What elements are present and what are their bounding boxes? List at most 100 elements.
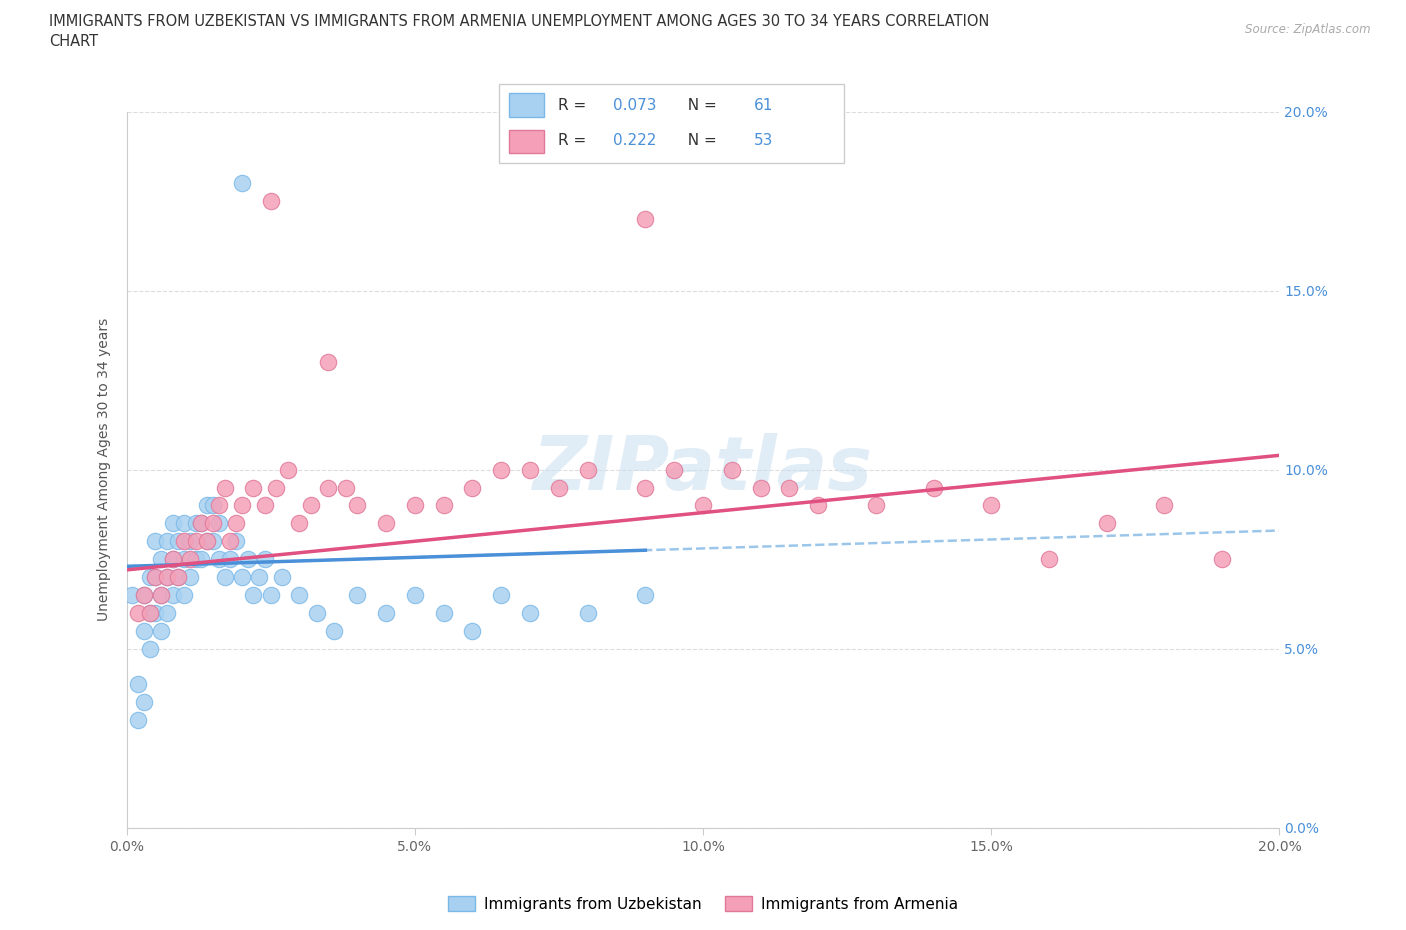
Point	[195, 498, 218, 513]
Point	[922, 480, 945, 495]
Point	[173, 516, 195, 531]
Point	[127, 677, 149, 692]
Point	[156, 605, 179, 620]
Point	[779, 480, 801, 495]
Point	[634, 212, 657, 227]
Point	[489, 588, 512, 603]
Point	[208, 551, 231, 566]
Text: ZIPatlas: ZIPatlas	[533, 433, 873, 506]
Point	[162, 551, 184, 566]
Point	[865, 498, 887, 513]
Point	[225, 534, 247, 549]
Point	[259, 193, 281, 208]
Point	[288, 588, 311, 603]
Point	[167, 569, 190, 585]
Point	[132, 588, 155, 603]
Point	[138, 569, 160, 585]
Point	[323, 623, 346, 638]
Point	[374, 516, 398, 531]
Point	[145, 569, 166, 585]
Point	[489, 462, 512, 477]
Text: R =: R =	[558, 98, 591, 113]
Point	[225, 516, 247, 531]
Point	[433, 498, 456, 513]
Point	[132, 623, 155, 638]
Point	[519, 462, 541, 477]
Point	[259, 588, 281, 603]
Point	[162, 551, 184, 566]
Point	[145, 534, 166, 549]
Point	[242, 588, 264, 603]
Point	[374, 605, 398, 620]
Point	[576, 605, 599, 620]
Point	[231, 498, 253, 513]
Point	[150, 623, 173, 638]
Legend: Immigrants from Uzbekistan, Immigrants from Armenia: Immigrants from Uzbekistan, Immigrants f…	[441, 889, 965, 918]
Point	[749, 480, 772, 495]
Point	[127, 605, 149, 620]
Point	[184, 516, 207, 531]
Point	[184, 551, 207, 566]
Point	[461, 480, 484, 495]
Point	[692, 498, 714, 513]
FancyBboxPatch shape	[509, 129, 544, 153]
Point	[318, 355, 340, 370]
Point	[980, 498, 1002, 513]
Point	[576, 462, 599, 477]
Text: 53: 53	[754, 133, 773, 148]
Point	[236, 551, 259, 566]
Point	[202, 516, 225, 531]
Point	[145, 569, 166, 585]
Point	[162, 588, 184, 603]
Point	[195, 534, 218, 549]
Point	[150, 588, 173, 603]
Point	[231, 176, 253, 191]
Point	[173, 551, 195, 566]
Text: 0.222: 0.222	[613, 133, 657, 148]
Point	[156, 569, 179, 585]
Point	[179, 534, 201, 549]
Text: CHART: CHART	[49, 34, 98, 49]
Point	[404, 498, 426, 513]
Point	[253, 551, 276, 566]
Point	[807, 498, 830, 513]
Point	[404, 588, 426, 603]
Point	[219, 551, 242, 566]
Point	[346, 588, 368, 603]
Point	[190, 516, 212, 531]
Point	[156, 569, 179, 585]
Point	[318, 480, 340, 495]
Point	[433, 605, 456, 620]
Point	[277, 462, 299, 477]
Point	[150, 588, 173, 603]
Point	[242, 480, 264, 495]
Point	[127, 712, 149, 727]
Point	[548, 480, 571, 495]
Point	[346, 498, 368, 513]
Point	[253, 498, 276, 513]
Text: IMMIGRANTS FROM UZBEKISTAN VS IMMIGRANTS FROM ARMENIA UNEMPLOYMENT AMONG AGES 30: IMMIGRANTS FROM UZBEKISTAN VS IMMIGRANTS…	[49, 14, 990, 29]
Point	[132, 695, 155, 710]
Point	[156, 534, 179, 549]
Point	[162, 516, 184, 531]
Point	[271, 569, 294, 585]
Point	[634, 480, 657, 495]
Point	[1211, 551, 1233, 566]
Point	[214, 569, 236, 585]
Point	[231, 569, 253, 585]
Point	[335, 480, 357, 495]
Point	[461, 623, 484, 638]
Y-axis label: Unemployment Among Ages 30 to 34 years: Unemployment Among Ages 30 to 34 years	[97, 318, 111, 621]
Point	[208, 498, 231, 513]
Point	[208, 516, 231, 531]
Point	[138, 605, 160, 620]
Text: 0.073: 0.073	[613, 98, 657, 113]
Point	[138, 605, 160, 620]
FancyBboxPatch shape	[499, 84, 844, 163]
Point	[150, 551, 173, 566]
Point	[247, 569, 270, 585]
Point	[173, 534, 195, 549]
Point	[179, 551, 201, 566]
Point	[132, 588, 155, 603]
Point	[305, 605, 328, 620]
